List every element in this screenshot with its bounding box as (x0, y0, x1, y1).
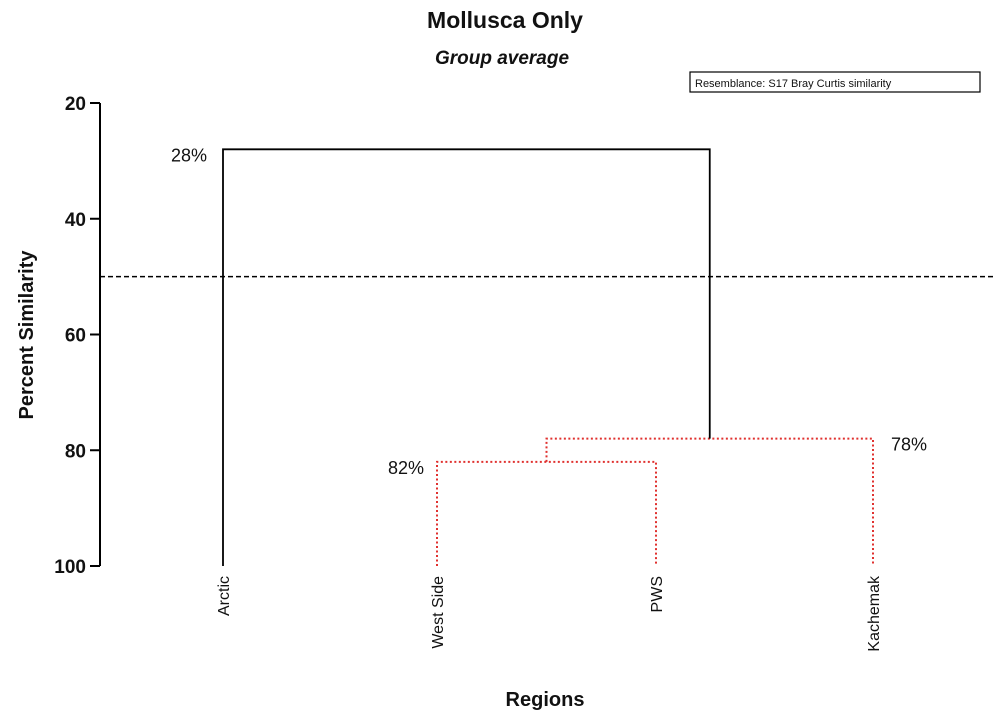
leaf-label: West Side (430, 576, 447, 649)
y-tick-label: 100 (54, 557, 86, 578)
dendrogram-link (545, 437, 874, 566)
merge-label: 82% (388, 458, 424, 478)
y-tick-label: 40 (65, 210, 86, 231)
merge-label: 78% (891, 435, 927, 455)
y-tick-label: 80 (65, 441, 86, 462)
merge-labels: 82% 78% 28% (171, 145, 927, 478)
leaf-labels: Arctic West Side PWS Kachemak (216, 575, 883, 652)
dendrogram-link (222, 148, 711, 566)
y-axis: 20 40 60 80 100 (54, 94, 101, 578)
y-tick-label: 20 (65, 94, 86, 115)
resemblance-box-frame (689, 71, 981, 93)
resemblance-note: Resemblance: S17 Bray Curtis similarity (695, 78, 892, 90)
chart-title: Mollusca Only (427, 7, 583, 33)
y-tick-label: 60 (65, 326, 86, 347)
leaf-label: PWS (649, 576, 666, 612)
leaf-label: Kachemak (866, 575, 883, 652)
leaf-label: Arctic (216, 576, 233, 616)
x-axis-label: Regions (506, 689, 585, 711)
resemblance-box: Resemblance: S17 Bray Curtis similarity (689, 71, 981, 93)
dendrogram-links (222, 148, 874, 566)
y-axis-label: Percent Similarity (16, 250, 38, 420)
merge-label: 28% (171, 145, 207, 165)
dendrogram-link (436, 460, 657, 566)
chart-subtitle: Group average (435, 48, 570, 69)
